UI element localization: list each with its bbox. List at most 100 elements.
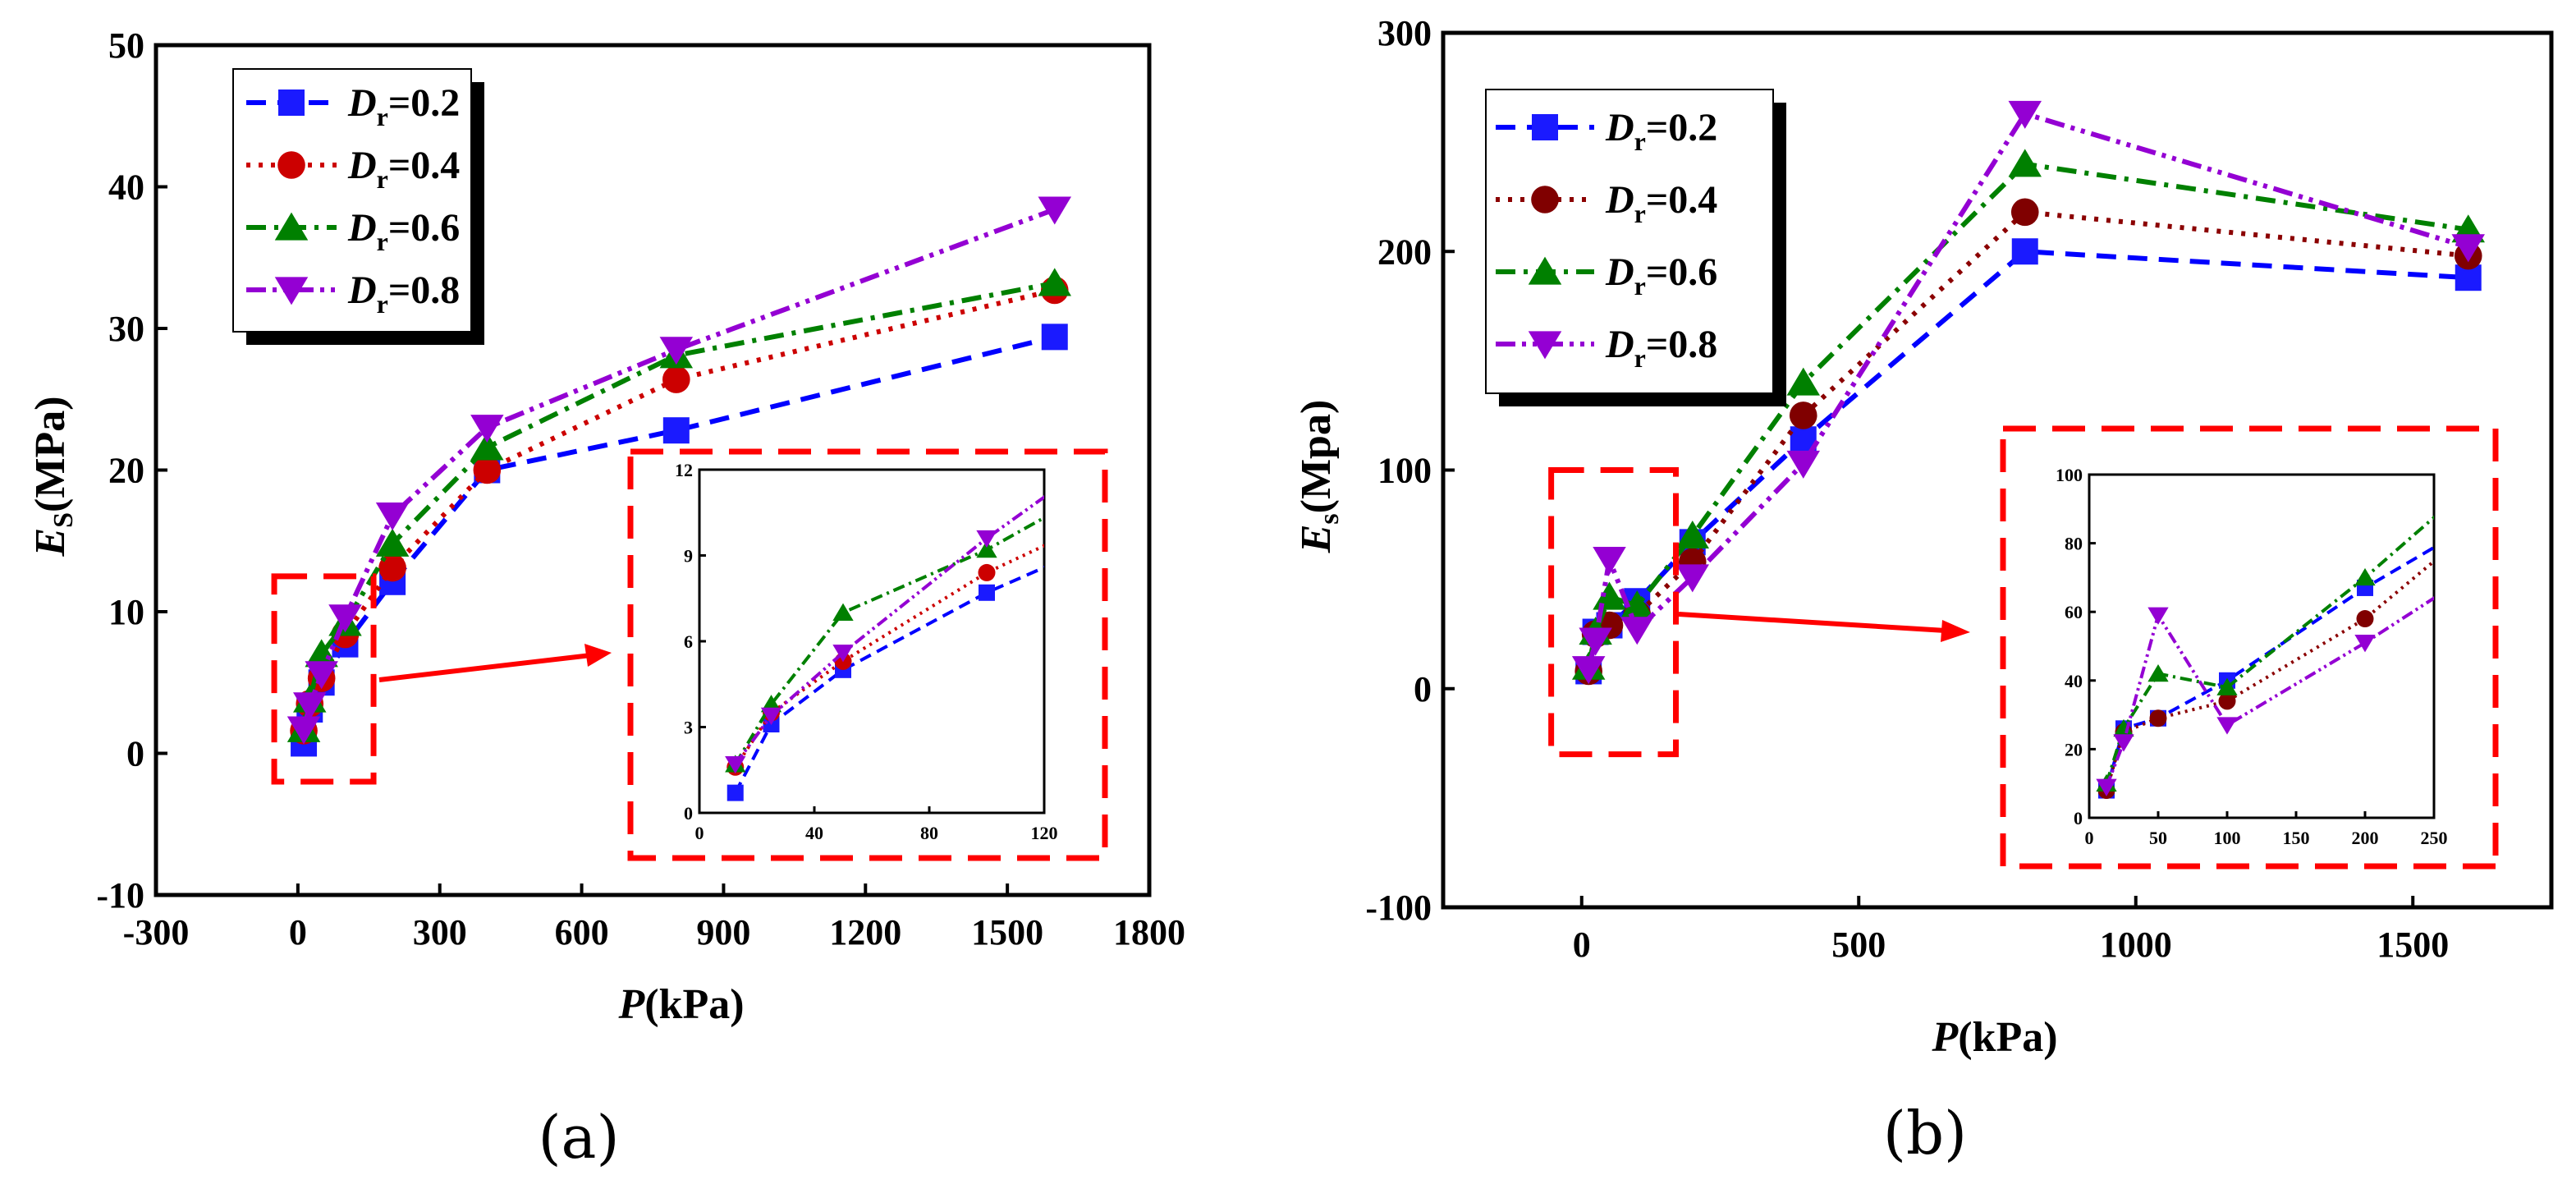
data-point-d08 bbox=[1579, 627, 1612, 656]
inset-data-point-d06 bbox=[2147, 663, 2169, 682]
chart-b-inset-series bbox=[2096, 515, 2434, 800]
data-point-d08 bbox=[375, 503, 410, 531]
data-point-d02 bbox=[2011, 238, 2038, 265]
legend-marker-d02 bbox=[278, 89, 305, 116]
inset-data-point-d08 bbox=[725, 756, 746, 774]
data-point-d08 bbox=[286, 716, 321, 745]
chart-a-zoom-source-box bbox=[271, 573, 377, 785]
chart-a-x-axis-label: P(kPa) bbox=[617, 981, 744, 1028]
y-tick-label: 300 bbox=[1377, 13, 1432, 53]
inset-series-line-d06 bbox=[734, 516, 1044, 765]
inset-data-point-d06 bbox=[2354, 567, 2376, 586]
data-point-d06 bbox=[470, 432, 504, 461]
x-tick-label: 1200 bbox=[829, 912, 901, 952]
y-tick-label: 50 bbox=[108, 25, 144, 66]
inset-series-line-d02 bbox=[2105, 545, 2434, 792]
inset-series-group bbox=[2096, 515, 2434, 800]
inset-data-point-d08 bbox=[760, 707, 782, 726]
x-tick-label: 600 bbox=[555, 912, 609, 952]
data-point-d06 bbox=[375, 528, 410, 557]
inset-data-point-d02 bbox=[727, 784, 744, 801]
x-tick-label: 0 bbox=[1573, 925, 1591, 965]
chart-b-series bbox=[1571, 100, 2485, 686]
chart-b-x-axis-label: P(kPa) bbox=[1931, 1014, 2057, 1061]
inset-series-group bbox=[725, 494, 1044, 801]
chart-a-inset-zoom-box bbox=[627, 448, 1108, 861]
x-tick-label: 300 bbox=[413, 912, 467, 952]
chart-b-inset-x-ticks: 0 50 100 150 200 250 bbox=[2085, 811, 2448, 848]
inset-x-tick-label: 40 bbox=[805, 823, 823, 843]
inset-x-tick-label: 80 bbox=[920, 823, 938, 843]
chart-b-zoom-arrow bbox=[1678, 612, 1946, 633]
data-point-d06 bbox=[1620, 590, 1654, 619]
chart-b-zoom-arrowhead bbox=[1941, 620, 1970, 642]
legend-label-d08: Dr=0.8 bbox=[347, 268, 460, 319]
inset-y-tick-label: 9 bbox=[684, 546, 693, 567]
data-point-d04 bbox=[2010, 198, 2039, 227]
inset-data-point-d02 bbox=[979, 584, 995, 601]
inset-data-point-d08 bbox=[976, 530, 997, 548]
legend-marker-d06 bbox=[1528, 256, 1562, 285]
inset-y-tick-label: 20 bbox=[2065, 739, 2083, 760]
inset-x-tick-label: 0 bbox=[695, 823, 704, 843]
inset-data-point-d06 bbox=[2216, 677, 2238, 695]
inset-y-tick-label: 60 bbox=[2065, 602, 2083, 622]
inset-series-line-d06 bbox=[2105, 515, 2434, 784]
data-point-d04 bbox=[473, 456, 502, 484]
data-point-d08 bbox=[2451, 234, 2485, 263]
inset-y-tick-label: 6 bbox=[684, 631, 693, 652]
inset-x-tick-label: 250 bbox=[2421, 828, 2448, 848]
inset-data-point-d06 bbox=[976, 540, 997, 558]
chart-a-inset: 0 3 6 9 12 0 40 80 120 bbox=[675, 460, 1058, 843]
legend-marker-d08 bbox=[274, 277, 309, 305]
data-point-d06 bbox=[1786, 367, 1820, 396]
chart-a-zoom-arrowhead bbox=[584, 644, 612, 667]
x-tick-label: 1800 bbox=[1113, 912, 1185, 952]
inset-x-tick-label: 200 bbox=[2352, 828, 2379, 848]
data-point-d08 bbox=[659, 337, 694, 365]
panel-label-a: (a) bbox=[538, 1103, 619, 1172]
inset-x-tick-label: 120 bbox=[1031, 823, 1058, 843]
data-point-d04 bbox=[662, 365, 690, 393]
chart-b-inset-y-ticks: 0 20 40 60 80 100 bbox=[2056, 465, 2096, 828]
inset-data-point-d08 bbox=[2147, 607, 2169, 625]
legend-label-d06: Dr=0.6 bbox=[347, 206, 460, 256]
legend-marker-d04 bbox=[1531, 186, 1559, 213]
y-tick-label: -100 bbox=[1365, 888, 1432, 928]
chart-b-y-ticks: -100 0 100 200 300 bbox=[1365, 13, 1455, 928]
inset-y-tick-label: 0 bbox=[684, 803, 693, 824]
inset-y-tick-label: 80 bbox=[2065, 534, 2083, 554]
chart-b-legend-entries: Dr=0.2 Dr=0.4 Dr=0.6 Dr=0.8 bbox=[1496, 106, 1717, 373]
x-tick-label: 500 bbox=[1831, 925, 1886, 965]
x-tick-label: 900 bbox=[696, 912, 750, 952]
chart-a-inset-series bbox=[725, 494, 1044, 801]
data-point-d02 bbox=[662, 417, 690, 444]
inset-series-line-d08 bbox=[2105, 596, 2434, 788]
y-tick-label: 40 bbox=[108, 168, 144, 208]
data-point-d02 bbox=[1041, 324, 1068, 351]
panel-label-b: (b) bbox=[1883, 1099, 1967, 1168]
y-tick-label: 100 bbox=[1377, 451, 1432, 491]
data-point-d06 bbox=[1593, 581, 1626, 610]
series-line-d08 bbox=[1586, 110, 2469, 670]
data-point-d08 bbox=[470, 415, 504, 443]
x-tick-label: -300 bbox=[123, 912, 190, 952]
y-tick-label: -10 bbox=[96, 875, 144, 916]
data-point-d08 bbox=[2008, 100, 2042, 129]
data-point-d08 bbox=[305, 661, 338, 690]
data-point-d06 bbox=[1675, 520, 1709, 549]
chart-b-zoom-source-box bbox=[1548, 467, 1679, 758]
inset-data-point-d04 bbox=[2218, 692, 2236, 710]
data-point-d04 bbox=[378, 553, 406, 582]
y-tick-label: 0 bbox=[1414, 669, 1432, 709]
inset-data-point-d08 bbox=[2096, 778, 2117, 796]
inset-data-point-d06 bbox=[2113, 718, 2134, 737]
inset-x-tick-label: 50 bbox=[2149, 828, 2167, 848]
inset-x-tick-label: 100 bbox=[2214, 828, 2241, 848]
x-tick-label: 0 bbox=[289, 912, 307, 952]
chart-b-x-ticks: 0 500 1000 1500 bbox=[1573, 896, 2449, 965]
x-tick-label: 1000 bbox=[2100, 925, 2172, 965]
